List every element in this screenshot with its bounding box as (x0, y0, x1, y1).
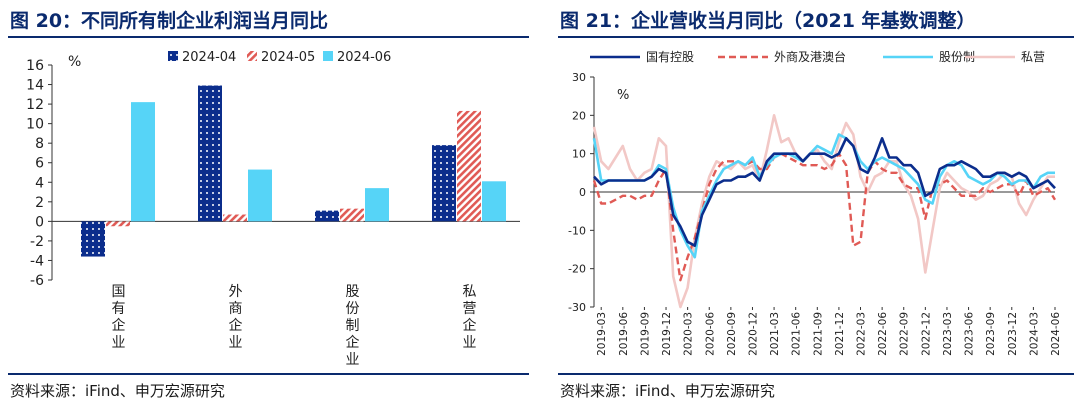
bar (457, 110, 481, 222)
category-label-char: 股 (346, 284, 360, 300)
legend-swatch (323, 51, 333, 61)
bar (482, 181, 506, 222)
y-tick-label: -20 (568, 263, 586, 276)
left-chart-panel: 图 20：不同所有制企业利润当月同比 -6 -4 -2 0 2 4 6 8 10 12 14 16% 2… (0, 0, 535, 408)
series-line (593, 137, 1056, 247)
y-tick-label: 2 (35, 195, 44, 211)
line-chart: -30 -20 -10 0 10 20 30% 国有控股 外商及港澳台 股份制 私营 2019-03 2… (568, 49, 1062, 356)
legend-label: 私营 (1021, 50, 1045, 64)
bar (340, 208, 364, 222)
right-source-note: 资料来源：iFind、申万宏源研究 (560, 382, 775, 400)
x-tick-label: 2019-03 (596, 312, 608, 356)
category-label-char: 业 (112, 335, 126, 351)
legend-swatch (247, 51, 257, 61)
category-label-char: 业 (463, 335, 477, 351)
x-tick-label: 2022-09 (899, 312, 911, 356)
left-chart-title: 图 20：不同所有制企业利润当月同比 (10, 10, 329, 32)
category-label-char: 有 (112, 301, 126, 317)
legend-label: 2024-06 (337, 50, 391, 65)
right-top-rule (558, 36, 1074, 38)
x-tick-label: 2023-12 (1007, 312, 1019, 356)
y-tick-label: -6 (30, 273, 44, 289)
y-tick-label: 10 (26, 117, 44, 133)
y-tick-label: 10 (572, 148, 586, 161)
category-label-char: 业 (346, 352, 360, 368)
bar (198, 85, 222, 222)
right-chart-panel: 图 21：企业营收当月同比（2021 年基数调整） -30 -20 -10 0 10 20… (550, 0, 1080, 408)
x-tick-label: 2020-06 (704, 312, 716, 356)
category-label-char: 企 (463, 317, 477, 334)
y-unit-label: % (617, 88, 629, 103)
legend-label: 外商及港澳台 (774, 49, 846, 64)
y-tick-label: -10 (568, 224, 586, 237)
x-tick-label: 2023-06 (964, 312, 976, 356)
x-tick-label: 2020-03 (683, 312, 695, 356)
legend-label: 国有控股 (646, 50, 694, 64)
legend-label: 2024-04 (182, 50, 236, 65)
y-tick-label: 0 (579, 186, 586, 199)
x-tick-label: 2019-09 (639, 312, 651, 356)
category-label-char: 私 (463, 284, 477, 300)
y-tick-label: -4 (30, 253, 44, 269)
y-tick-label: 4 (35, 175, 44, 191)
series-line (592, 152, 1057, 282)
x-tick-label: 2021-06 (791, 312, 803, 356)
x-tick-label: 2020-12 (747, 312, 759, 356)
category-label-char: 企 (112, 317, 126, 334)
x-tick-label: 2021-03 (769, 312, 781, 356)
y-tick-label: 14 (26, 78, 44, 94)
category-label-char: 外 (229, 284, 243, 300)
y-tick-label: 12 (26, 97, 44, 113)
legend-label: 股份制 (939, 50, 975, 64)
legend-label: 2024-05 (261, 50, 315, 65)
bar (248, 169, 272, 222)
y-tick-label: -30 (568, 301, 586, 314)
left-source-note: 资料来源：iFind、申万宏源研究 (10, 382, 225, 400)
x-tick-label: 2022-12 (920, 312, 932, 356)
y-tick-label: 6 (35, 156, 44, 172)
bar-chart: -6 -4 -2 0 2 4 6 8 10 12 14 16% 2024-04 2024-05 2024-0… (26, 50, 520, 368)
y-tick-label: -2 (30, 234, 44, 250)
legend-swatch (168, 51, 178, 61)
left-top-rule (8, 36, 529, 38)
left-bottom-rule (8, 373, 529, 375)
y-tick-label: 20 (572, 109, 586, 122)
x-tick-label: 2023-03 (942, 312, 954, 356)
category-label-char: 企 (346, 334, 360, 351)
category-label-char: 营 (463, 301, 477, 317)
y-unit-label: % (68, 54, 81, 70)
bar (106, 221, 130, 227)
right-bottom-rule (558, 373, 1074, 375)
category-label-char: 份 (346, 301, 360, 317)
x-tick-label: 2024-03 (1028, 312, 1040, 356)
bar (223, 214, 247, 222)
x-tick-label: 2022-06 (877, 312, 889, 356)
x-tick-label: 2019-12 (661, 312, 673, 356)
y-tick-label: 8 (35, 136, 44, 152)
category-label-char: 企 (229, 317, 243, 334)
x-tick-label: 2024-06 (1050, 312, 1062, 356)
bar (432, 145, 456, 222)
x-tick-label: 2019-06 (618, 312, 630, 356)
category-label-char: 制 (346, 318, 360, 334)
category-label-char: 业 (229, 335, 243, 351)
y-tick-label: 16 (26, 58, 44, 74)
y-tick-label: 30 (572, 71, 586, 84)
x-tick-label: 2020-09 (726, 312, 738, 356)
right-chart-title: 图 21：企业营收当月同比（2021 年基数调整） (560, 10, 976, 32)
category-label-char: 国 (112, 284, 126, 300)
x-tick-label: 2021-09 (812, 312, 824, 356)
y-tick-label: 0 (35, 214, 44, 230)
x-tick-label: 2023-09 (985, 312, 997, 356)
x-tick-label: 2022-03 (856, 312, 868, 356)
series-line (592, 114, 1055, 309)
x-tick-label: 2021-12 (834, 312, 846, 356)
category-label-char: 商 (229, 301, 243, 317)
bar (131, 102, 155, 222)
bar (81, 221, 105, 257)
bar (315, 210, 339, 222)
bar (365, 188, 389, 222)
